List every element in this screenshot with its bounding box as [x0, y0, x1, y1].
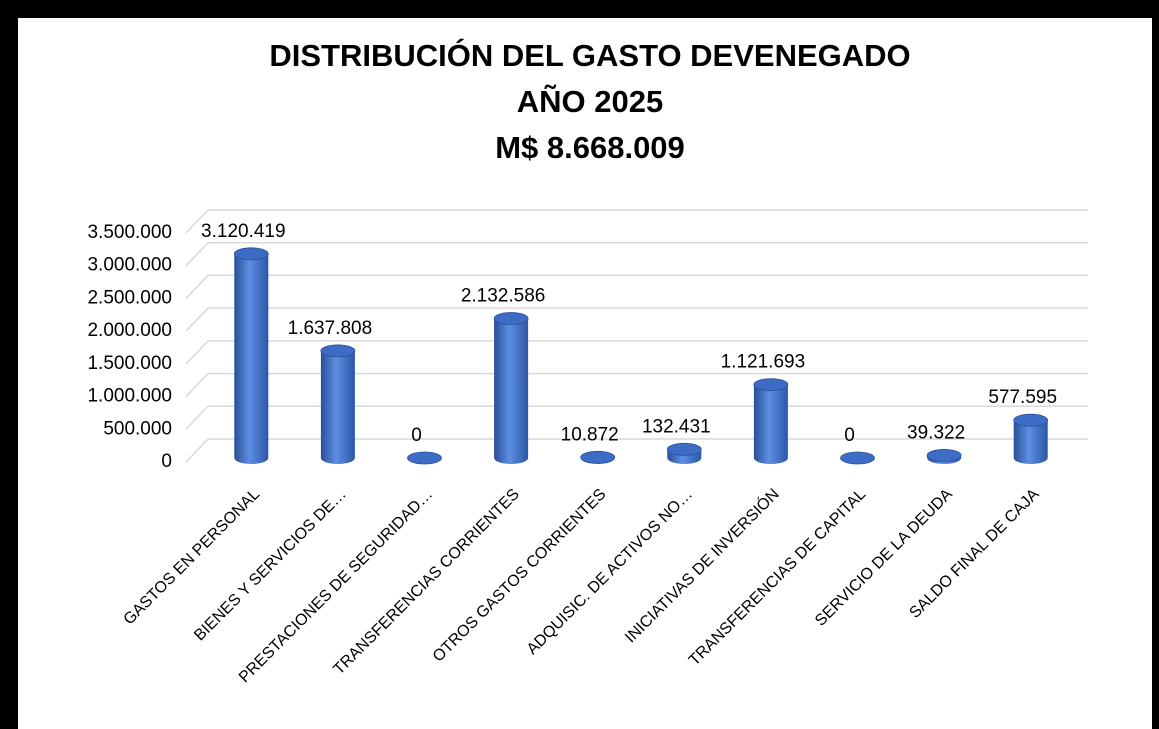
grid-line	[185, 438, 209, 463]
y-tick-label: 2.000.000	[87, 320, 172, 341]
bar	[494, 318, 529, 464]
value-label: 2.132.586	[461, 285, 546, 306]
grid-line	[185, 373, 209, 398]
grid-line	[185, 209, 209, 234]
bar-top	[926, 449, 962, 462]
grid-line	[185, 405, 209, 430]
bar-top	[840, 451, 875, 465]
y-tick-label: 500.000	[103, 418, 172, 439]
value-label: 39.322	[907, 422, 965, 443]
value-label: 1.121.693	[721, 352, 806, 373]
bar-top	[233, 247, 269, 261]
chart-title: M$ 8.668.009	[495, 130, 685, 165]
chart-title: AÑO 2025	[517, 84, 663, 119]
y-tick-label: 3.000.000	[87, 255, 172, 276]
y-tick-label: 1.500.000	[87, 353, 172, 374]
value-label: 0	[844, 425, 855, 446]
grid-line	[185, 307, 209, 332]
bar-top	[407, 451, 442, 465]
y-tick-label: 2.500.000	[87, 287, 172, 308]
value-label: 132.431	[642, 416, 711, 437]
value-label: 0	[411, 425, 422, 446]
y-tick-label: 3.500.000	[87, 222, 172, 243]
value-label: 577.595	[988, 387, 1057, 408]
y-tick-label: 1.000.000	[87, 386, 172, 407]
bar	[1013, 420, 1048, 464]
bar	[234, 253, 269, 464]
value-label: 1.637.808	[288, 318, 373, 339]
bar	[753, 384, 788, 464]
chart-title: DISTRIBUCIÓN DEL GASTO DEVENEGADO	[269, 37, 910, 73]
grid-line	[185, 340, 209, 365]
grid-line	[185, 242, 209, 267]
grid-line	[185, 274, 209, 299]
bar-top	[753, 378, 789, 392]
bar-top	[666, 442, 702, 456]
bar-top	[1013, 413, 1049, 427]
y-tick-label: 0	[161, 451, 172, 472]
bar	[320, 350, 355, 464]
value-label: 10.872	[561, 424, 619, 445]
bar-top	[580, 450, 616, 464]
bar-top	[320, 344, 356, 358]
bar-top	[493, 312, 529, 325]
value-label: 3.120.419	[201, 221, 286, 242]
